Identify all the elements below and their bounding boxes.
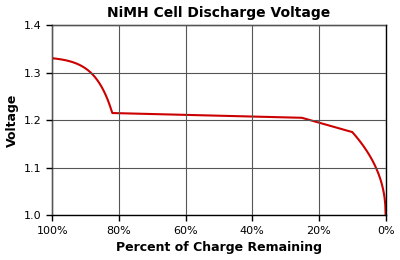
Title: NiMH Cell Discharge Voltage: NiMH Cell Discharge Voltage — [107, 5, 330, 19]
X-axis label: Percent of Charge Remaining: Percent of Charge Remaining — [116, 242, 322, 255]
Y-axis label: Voltage: Voltage — [6, 94, 18, 147]
